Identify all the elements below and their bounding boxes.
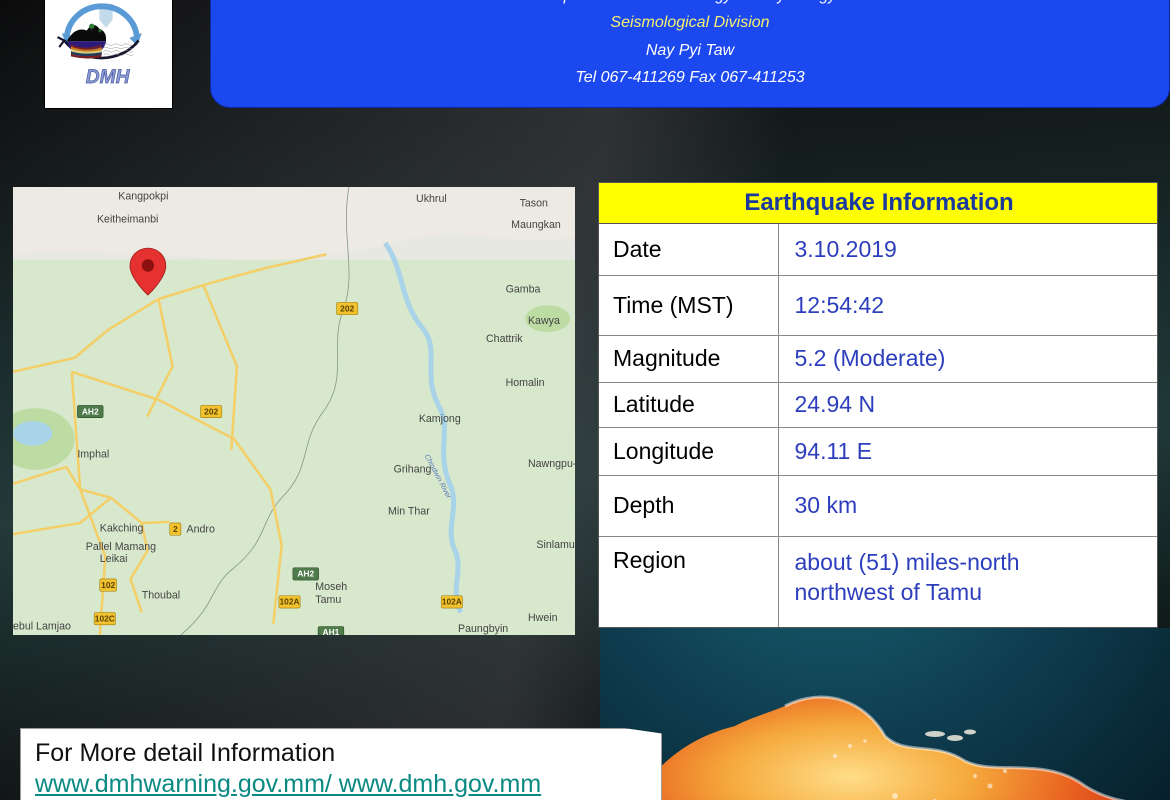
svg-text:Ukhrul: Ukhrul — [416, 193, 447, 205]
svg-text:Homalin: Homalin — [506, 377, 545, 389]
svg-text:Andro: Andro — [187, 523, 215, 535]
svg-text:ebul Lamjao: ebul Lamjao — [13, 620, 71, 632]
svg-text:2: 2 — [173, 524, 178, 534]
svg-text:AH1: AH1 — [323, 627, 340, 635]
svg-text:Keitheimanbi: Keitheimanbi — [97, 213, 158, 225]
svg-text:Nawngpu-Awng: Nawngpu-Awng — [528, 458, 575, 470]
svg-text:102: 102 — [101, 580, 115, 590]
svg-text:202: 202 — [340, 303, 354, 313]
svg-text:Tamu: Tamu — [315, 594, 341, 606]
svg-text:DMH: DMH — [86, 67, 131, 88]
svg-text:202: 202 — [204, 406, 218, 416]
svg-text:102C: 102C — [95, 613, 115, 623]
svg-text:Min Thar: Min Thar — [388, 506, 430, 518]
svg-text:Sinlamung: Sinlamung — [536, 539, 575, 551]
svg-text:Maungkan: Maungkan — [511, 219, 561, 231]
svg-text:Thoubal: Thoubal — [142, 590, 180, 602]
svg-text:AH2: AH2 — [82, 406, 99, 416]
svg-text:Grihang: Grihang — [394, 464, 432, 476]
svg-text:Tason: Tason — [520, 198, 548, 210]
svg-text:Kangpokpi: Kangpokpi — [118, 190, 168, 202]
svg-text:Gamba: Gamba — [506, 283, 541, 295]
svg-text:Pallel Mamang: Pallel Mamang — [86, 541, 156, 553]
svg-text:Imphal: Imphal — [77, 448, 109, 460]
svg-text:102A: 102A — [442, 597, 462, 607]
svg-text:Kamjong: Kamjong — [419, 413, 461, 425]
svg-text:Paungbyin: Paungbyin — [458, 623, 508, 635]
svg-text:102A: 102A — [280, 597, 300, 607]
svg-text:Hwein: Hwein — [528, 612, 558, 624]
svg-text:Kawya: Kawya — [528, 315, 560, 327]
svg-text:AH2: AH2 — [297, 569, 314, 579]
svg-text:Leikai: Leikai — [100, 553, 128, 565]
svg-text:Kakching: Kakching — [100, 522, 144, 534]
svg-text:Chattrik: Chattrik — [486, 333, 523, 345]
svg-text:Moseh: Moseh — [315, 581, 347, 593]
